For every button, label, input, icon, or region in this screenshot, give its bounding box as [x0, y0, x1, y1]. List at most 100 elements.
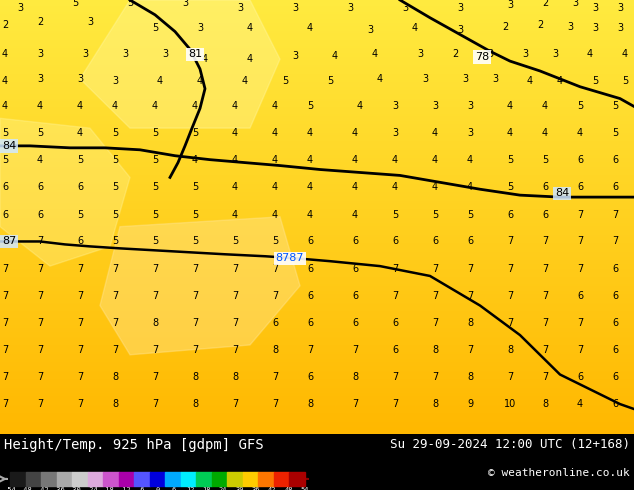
Text: 6: 6	[392, 237, 398, 246]
Text: 7: 7	[542, 318, 548, 328]
Text: 7: 7	[112, 318, 118, 328]
Text: 7: 7	[432, 264, 438, 274]
Text: 3: 3	[162, 49, 168, 59]
Text: 7: 7	[192, 264, 198, 274]
Text: 7: 7	[272, 264, 278, 274]
Text: 4: 4	[432, 128, 438, 138]
Text: 4: 4	[272, 155, 278, 165]
Text: -48: -48	[20, 487, 33, 490]
Text: 3: 3	[392, 128, 398, 138]
Text: 7: 7	[542, 291, 548, 301]
Text: 8787: 8787	[276, 253, 304, 263]
Text: 4: 4	[307, 128, 313, 138]
Text: 7: 7	[272, 399, 278, 409]
Text: 7: 7	[612, 237, 618, 246]
Text: 7: 7	[232, 264, 238, 274]
Text: 3: 3	[522, 49, 528, 59]
Bar	[10, 472, 25, 486]
Text: 5: 5	[152, 155, 158, 165]
Text: 4: 4	[412, 23, 418, 33]
Text: 6: 6	[612, 155, 618, 165]
Text: 7: 7	[542, 372, 548, 383]
Text: 7: 7	[77, 345, 83, 355]
Text: 7: 7	[152, 291, 158, 301]
Text: 5: 5	[112, 210, 118, 220]
Text: 3: 3	[457, 24, 463, 35]
Text: 7: 7	[37, 399, 43, 409]
Text: 5: 5	[152, 23, 158, 33]
Text: 5: 5	[112, 182, 118, 192]
Bar	[290, 472, 305, 486]
Text: 5: 5	[192, 237, 198, 246]
Text: 4: 4	[192, 155, 198, 165]
Text: 4: 4	[352, 182, 358, 192]
Bar	[134, 472, 150, 486]
Text: 7: 7	[152, 399, 158, 409]
Text: 2: 2	[502, 22, 508, 32]
Text: 4: 4	[242, 76, 248, 86]
Text: 4: 4	[577, 128, 583, 138]
Text: 4: 4	[247, 23, 253, 33]
Text: Height/Temp. 925 hPa [gdpm] GFS: Height/Temp. 925 hPa [gdpm] GFS	[4, 438, 264, 452]
Text: 7: 7	[432, 318, 438, 328]
Text: 6: 6	[307, 237, 313, 246]
Text: 3: 3	[592, 23, 598, 33]
Text: -18: -18	[102, 487, 115, 490]
Bar	[150, 472, 165, 486]
Text: 7: 7	[112, 291, 118, 301]
Text: 6: 6	[37, 210, 43, 220]
Text: 4: 4	[307, 210, 313, 220]
Text: 6: 6	[612, 264, 618, 274]
Text: -54: -54	[4, 487, 16, 490]
Text: 4: 4	[37, 101, 43, 111]
Text: 4: 4	[392, 155, 398, 165]
Text: 3: 3	[617, 3, 623, 13]
Text: 7: 7	[37, 372, 43, 383]
Text: 7: 7	[507, 237, 513, 246]
Text: 6: 6	[77, 182, 83, 192]
Text: 2: 2	[452, 49, 458, 59]
Text: 3: 3	[347, 3, 353, 13]
Text: 6: 6	[577, 155, 583, 165]
Text: 7: 7	[77, 399, 83, 409]
Text: 5: 5	[112, 155, 118, 165]
Text: -30: -30	[69, 487, 82, 490]
Text: 78: 78	[475, 52, 489, 62]
Text: 4: 4	[372, 49, 378, 59]
Text: 7: 7	[37, 318, 43, 328]
Text: 7: 7	[507, 318, 513, 328]
Text: 8: 8	[542, 399, 548, 409]
Text: 7: 7	[37, 237, 43, 246]
Text: 6: 6	[352, 237, 358, 246]
Text: 5: 5	[307, 101, 313, 111]
Text: 4: 4	[272, 128, 278, 138]
Text: 4: 4	[542, 101, 548, 111]
Bar	[103, 472, 119, 486]
Text: 6: 6	[352, 264, 358, 274]
Text: 4: 4	[192, 101, 198, 111]
Text: 4: 4	[392, 182, 398, 192]
Text: -6: -6	[137, 487, 145, 490]
Text: 7: 7	[577, 237, 583, 246]
Text: 7: 7	[2, 345, 8, 355]
Text: 4: 4	[377, 74, 383, 84]
Text: 4: 4	[247, 54, 253, 64]
Text: 7: 7	[272, 372, 278, 383]
Text: 4: 4	[272, 101, 278, 111]
Text: 4: 4	[432, 155, 438, 165]
Text: 6: 6	[352, 291, 358, 301]
Text: 7: 7	[232, 291, 238, 301]
Text: 4: 4	[577, 399, 583, 409]
Text: 7: 7	[542, 345, 548, 355]
Bar	[259, 472, 274, 486]
Text: 10: 10	[504, 399, 516, 409]
Text: 6: 6	[307, 372, 313, 383]
Text: 4: 4	[232, 128, 238, 138]
Text: 3: 3	[467, 101, 473, 111]
Polygon shape	[100, 217, 300, 355]
Text: 4: 4	[112, 101, 118, 111]
Bar	[212, 472, 228, 486]
Text: 3: 3	[87, 17, 93, 26]
Text: 3: 3	[507, 0, 513, 10]
Text: 3: 3	[82, 49, 88, 59]
